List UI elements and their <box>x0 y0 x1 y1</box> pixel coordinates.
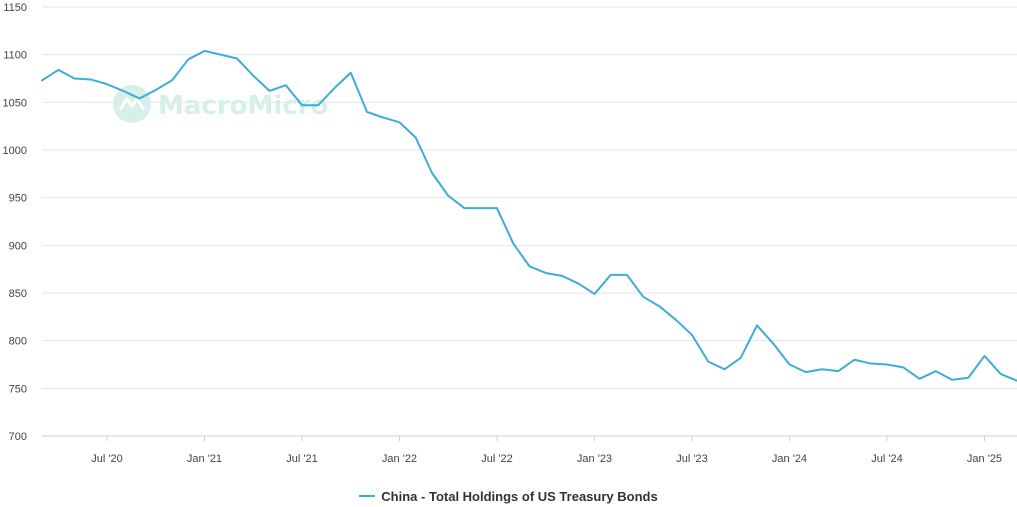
x-axis-ticks: Jul '20 Jan '21 Jul '21 Jan '22 Jul '22 Jan '… <box>91 436 1002 465</box>
y-tick-label: 900 <box>9 240 27 252</box>
watermark-text: MacroMicro <box>158 91 328 121</box>
watermark-logo-mark-icon <box>118 97 146 111</box>
y-tick-label: 1050 <box>3 97 27 109</box>
x-tick-label: Jan '24 <box>772 453 807 465</box>
legend-item-series-0[interactable]: China - Total Holdings of US Treasury Bo… <box>359 488 658 504</box>
x-tick-label: Jul '21 <box>286 453 317 465</box>
y-axis-ticks: 700 750 800 850 900 950 1000 1050 1100 1150 <box>3 2 27 443</box>
legend: China - Total Holdings of US Treasury Bo… <box>0 485 1017 504</box>
series-line-0[interactable] <box>41 49 1017 382</box>
series-lines <box>41 49 1017 382</box>
y-tick-label: 1000 <box>3 145 27 157</box>
x-tick-label: Jul '23 <box>676 453 707 465</box>
grid-lines <box>42 6 1017 389</box>
y-tick-label: 750 <box>9 383 27 395</box>
y-tick-label: 1150 <box>3 2 27 14</box>
x-tick-label: Jan '22 <box>382 453 417 465</box>
x-tick-label: Jul '22 <box>481 453 512 465</box>
x-tick-label: Jan '25 <box>967 453 1002 465</box>
x-tick-label: Jul '20 <box>91 453 122 465</box>
x-tick-label: Jul '24 <box>871 453 902 465</box>
y-tick-label: 950 <box>9 193 27 205</box>
y-tick-label: 1100 <box>3 50 27 62</box>
legend-swatch <box>359 495 376 497</box>
legend-label: China - Total Holdings of US Treasury Bo… <box>381 488 658 504</box>
watermark: MacroMicro <box>113 85 328 123</box>
y-tick-label: 850 <box>9 288 27 300</box>
x-tick-label: Jan '21 <box>187 453 222 465</box>
y-tick-label: 700 <box>9 431 27 443</box>
x-tick-label: Jan '23 <box>577 453 612 465</box>
y-tick-label: 800 <box>9 336 27 348</box>
